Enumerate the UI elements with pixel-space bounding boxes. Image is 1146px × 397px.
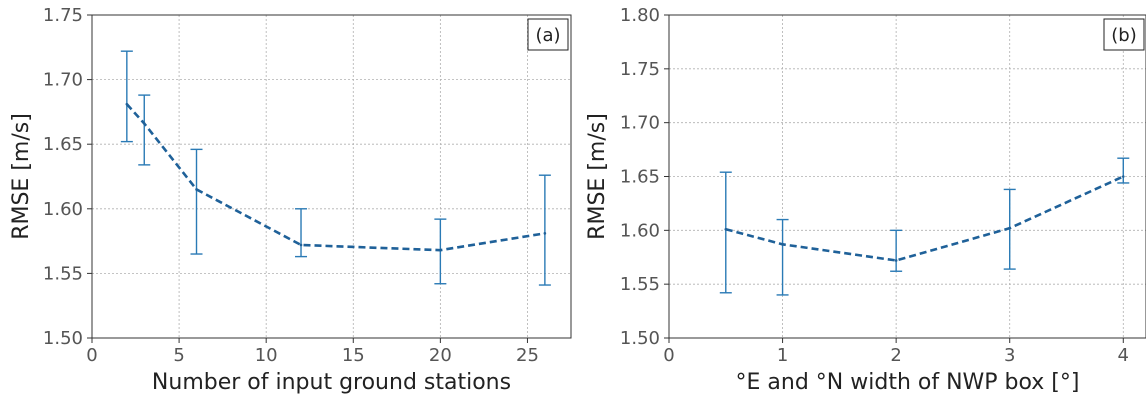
data-point (1121, 175, 1125, 178)
data-point (299, 243, 303, 247)
data-point (142, 122, 146, 125)
x-axis-label: °E and °N width of NWP box [°] (736, 370, 1080, 395)
data-point (125, 102, 129, 106)
x-tick-label: 15 (342, 345, 365, 366)
panel-label-box (527, 18, 569, 51)
data-point (1008, 226, 1012, 230)
panel-label-box (1103, 18, 1145, 51)
x-tick-label: 1 (777, 345, 788, 366)
chart-panel-a: 0 5 10 15 20 25 1.50 1.55 1.60 1.65 1.70 1.75 Number… (9, 5, 572, 395)
series-line (125, 103, 546, 252)
x-tick-label: 25 (516, 345, 539, 366)
y-tick-label: 1.50 (43, 328, 83, 349)
x-tick-label: 4 (1118, 345, 1129, 366)
chart-panel-b: 0 1 2 3 4 1.50 1.55 1.60 1.65 1.70 1.75 1.80 °E and … (585, 5, 1146, 395)
y-tick-label: 1.65 (43, 134, 83, 155)
plot-frame (91, 14, 572, 339)
x-tick-label: 10 (255, 345, 278, 366)
y-tick-label: 1.75 (620, 59, 660, 80)
panel-label: (a) (535, 25, 560, 46)
y-tick-label: 1.50 (620, 328, 660, 349)
x-axis-label: Number of input ground stations (152, 370, 511, 395)
y-tick-label: 1.60 (620, 220, 660, 241)
data-point (894, 259, 898, 262)
data-point (439, 248, 442, 252)
y-tick-label: 1.65 (620, 167, 660, 188)
series-line (725, 175, 1124, 262)
y-tick-label: 1.55 (43, 263, 83, 284)
y-tick-label: 1.55 (620, 274, 660, 295)
y-tick-label: 1.80 (620, 5, 660, 26)
data-point (543, 232, 547, 235)
data-point (781, 243, 784, 246)
data-point (195, 188, 198, 191)
panel-label: (b) (1111, 25, 1136, 46)
y-tick-label: 1.70 (620, 113, 660, 134)
x-tick-label: 20 (429, 345, 452, 366)
y-axis-label: RMSE [m/s] (9, 113, 34, 240)
y-axis-label: RMSE [m/s] (585, 113, 610, 240)
x-tick-label: 2 (890, 345, 901, 366)
y-tick-label: 1.60 (43, 199, 83, 220)
y-tick-label: 1.75 (43, 5, 83, 26)
data-point (724, 227, 728, 231)
x-tick-label: 0 (663, 345, 674, 366)
y-tick-label: 1.70 (43, 70, 83, 91)
x-tick-label: 5 (173, 345, 184, 366)
x-tick-label: 0 (86, 345, 97, 366)
x-tick-label: 3 (1004, 345, 1015, 366)
